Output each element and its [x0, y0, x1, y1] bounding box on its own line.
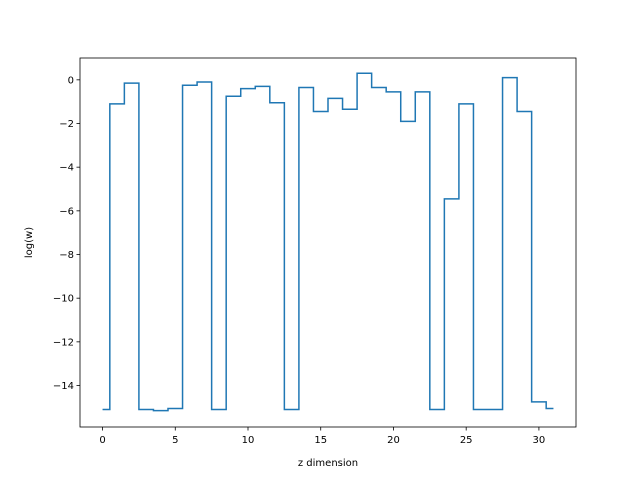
x-tick-label: 30	[533, 435, 546, 446]
x-tick-label: 25	[460, 435, 473, 446]
x-tick-label: 10	[242, 435, 255, 446]
x-tick-label: 20	[387, 435, 400, 446]
y-tick-label: −2	[59, 119, 74, 130]
y-tick-label: −12	[53, 337, 74, 348]
x-tick-label: 15	[314, 435, 327, 446]
y-tick-label: −14	[53, 381, 74, 392]
y-tick-label: −8	[59, 250, 74, 261]
y-tick-label: −6	[59, 206, 74, 217]
x-axis-label: z dimension	[298, 458, 358, 469]
x-tick-label: 0	[99, 435, 105, 446]
y-axis-label: log(w)	[24, 227, 35, 258]
plot-area	[102, 72, 554, 412]
axes: 0 5 10 15 20 25 30 0 −2 −4 −6 −8 −10 −12 −14	[53, 57, 577, 446]
y-tick-label: −10	[53, 294, 74, 305]
axes-frame	[79, 57, 577, 428]
y-tick-label: −4	[59, 163, 74, 174]
series-line	[102, 72, 554, 412]
y-tick-label: 0	[68, 75, 74, 86]
x-tick-label: 5	[172, 435, 178, 446]
